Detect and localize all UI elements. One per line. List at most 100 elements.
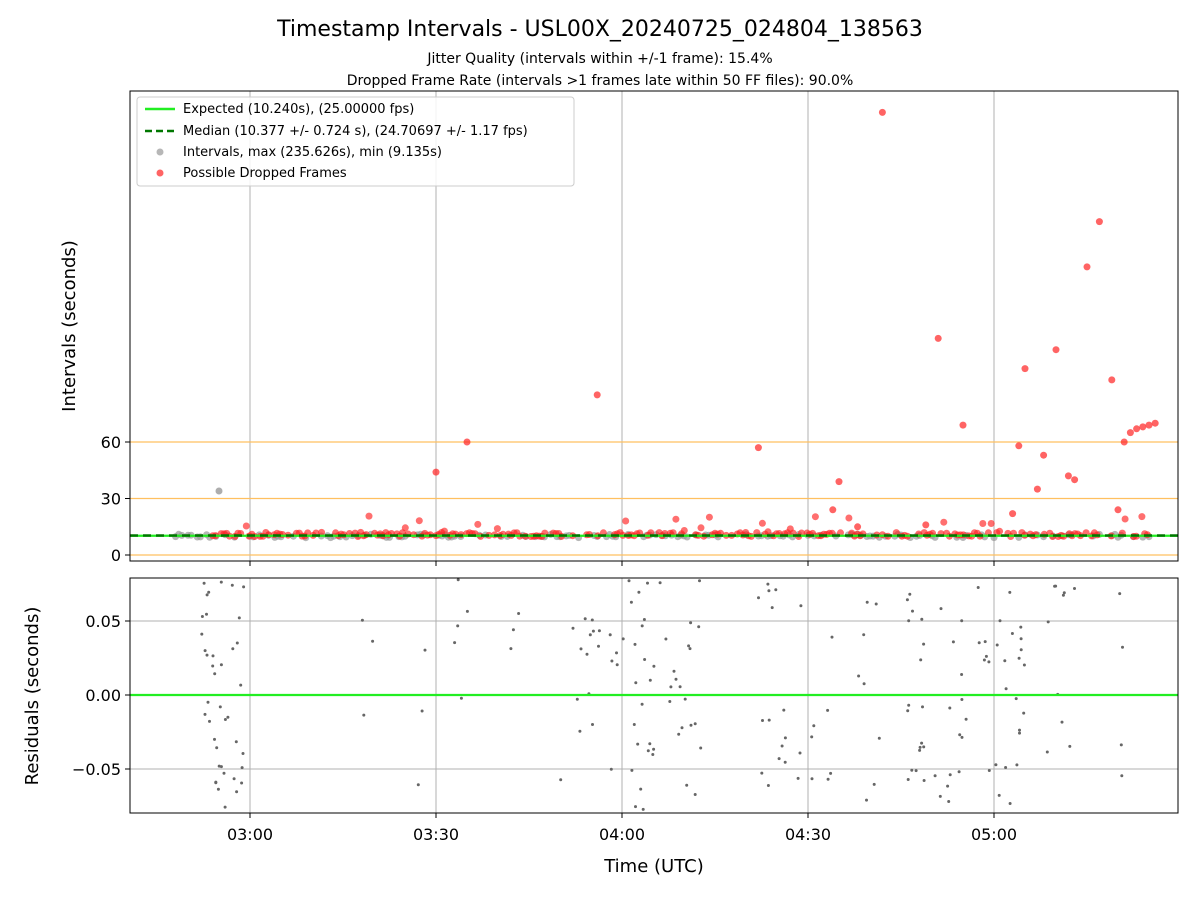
residual-point bbox=[200, 632, 204, 636]
residual-point bbox=[983, 640, 987, 644]
legend-dropped-label: Possible Dropped Frames bbox=[183, 166, 347, 181]
dropped-frame-point bbox=[878, 108, 886, 116]
residual-point bbox=[420, 709, 424, 713]
chart-title: Timestamp Intervals - USL00X_20240725_02… bbox=[276, 17, 923, 42]
legend-dropped-marker bbox=[156, 169, 164, 177]
residual-point bbox=[796, 776, 800, 780]
residual-point bbox=[799, 604, 803, 608]
dropped-frame-point bbox=[622, 517, 630, 525]
residual-point bbox=[698, 579, 701, 583]
residual-point bbox=[583, 617, 587, 621]
residual-point bbox=[987, 660, 991, 664]
residual-point bbox=[905, 598, 909, 602]
dropped-frame-point bbox=[1120, 438, 1128, 446]
residual-point bbox=[609, 767, 613, 771]
residual-point bbox=[205, 612, 208, 616]
residual-point bbox=[615, 663, 619, 667]
dropped-frame-point bbox=[669, 529, 677, 537]
residual-point bbox=[697, 625, 701, 629]
residual-point bbox=[206, 700, 210, 704]
residual-point bbox=[987, 769, 991, 772]
residual-point bbox=[214, 781, 218, 785]
dropped-frame-point bbox=[401, 524, 409, 532]
residual-point bbox=[597, 644, 600, 648]
residual-point bbox=[208, 719, 211, 723]
dropped-frame-point bbox=[764, 528, 772, 536]
residual-point bbox=[237, 616, 241, 620]
dropped-frame-point bbox=[242, 522, 250, 530]
residual-point bbox=[783, 736, 787, 740]
residual-point bbox=[910, 768, 914, 772]
residual-point bbox=[922, 779, 926, 782]
dropped-frame-point bbox=[440, 527, 448, 535]
residual-point bbox=[862, 633, 866, 637]
residual-point bbox=[634, 681, 638, 685]
residual-point bbox=[960, 673, 964, 676]
residual-point bbox=[633, 642, 637, 646]
dropped-frame-point bbox=[672, 515, 680, 523]
dropped-frame-point bbox=[1033, 485, 1041, 493]
residual-point bbox=[1118, 592, 1122, 596]
residual-point bbox=[958, 733, 962, 737]
residual-point bbox=[683, 697, 687, 701]
residual-point bbox=[1019, 625, 1023, 629]
residual-point bbox=[782, 708, 786, 712]
residual-point bbox=[591, 723, 594, 726]
residual-point bbox=[669, 685, 673, 689]
residual-point bbox=[810, 735, 814, 739]
legend-median-label: Median (10.377 +/- 0.724 s), (24.70697 +… bbox=[183, 124, 528, 139]
residual-point bbox=[664, 637, 668, 641]
residual-point bbox=[1073, 587, 1076, 590]
residual-point bbox=[646, 749, 650, 753]
residual-point bbox=[648, 678, 652, 682]
dropped-frame-point bbox=[1040, 451, 1048, 459]
residual-point bbox=[621, 637, 625, 641]
residual-point bbox=[857, 674, 861, 678]
residual-point bbox=[922, 642, 926, 646]
dropped-frame-point bbox=[1114, 506, 1122, 514]
residual-point bbox=[672, 669, 676, 673]
residual-point bbox=[865, 798, 868, 802]
residual-point bbox=[906, 709, 910, 713]
residual-point bbox=[1019, 637, 1023, 641]
residual-point bbox=[241, 752, 245, 755]
residual-point bbox=[630, 768, 634, 772]
residual-point bbox=[1018, 728, 1021, 732]
residual-point bbox=[571, 626, 575, 630]
intervals-ytick-label: 30 bbox=[101, 490, 121, 509]
residual-point bbox=[1017, 656, 1021, 660]
residual-point bbox=[699, 746, 703, 750]
legend-intervals-label: Intervals, max (235.626s), min (9.135s) bbox=[183, 145, 442, 160]
residual-point bbox=[780, 744, 784, 748]
x-tick-label: 03:30 bbox=[413, 825, 459, 844]
residual-point bbox=[964, 717, 968, 721]
intervals-ylabel: Intervals (seconds) bbox=[59, 240, 80, 412]
dropped-frame-point bbox=[1009, 510, 1017, 518]
dropped-frame-point bbox=[1095, 218, 1103, 226]
residual-point bbox=[960, 735, 964, 739]
residual-point bbox=[689, 621, 693, 625]
residual-point bbox=[995, 643, 999, 647]
residual-point bbox=[627, 579, 631, 583]
dropped-frame-point bbox=[1151, 419, 1159, 427]
x-tick-label: 03:00 bbox=[227, 825, 273, 844]
residual-point bbox=[658, 581, 662, 585]
residual-point bbox=[416, 783, 420, 787]
residual-point bbox=[951, 640, 955, 644]
residual-point bbox=[579, 647, 583, 651]
residual-point bbox=[235, 790, 239, 794]
residual-point bbox=[207, 590, 211, 594]
dropped-frame-point bbox=[1108, 376, 1116, 384]
residual-point bbox=[509, 647, 513, 651]
intervals-panel: 0 30 60 Intervals (seconds) Expected (10.2… bbox=[59, 90, 1179, 566]
residual-point bbox=[591, 629, 595, 633]
residual-point bbox=[685, 783, 689, 787]
dropped-frame-point bbox=[1145, 421, 1153, 429]
residual-point bbox=[231, 647, 235, 651]
residual-point bbox=[511, 628, 515, 632]
residual-point bbox=[608, 633, 612, 637]
dropped-frame-point bbox=[432, 468, 440, 476]
residual-point bbox=[634, 805, 637, 809]
residuals-ylabel: Residuals (seconds) bbox=[22, 607, 43, 786]
residual-point bbox=[222, 771, 226, 775]
